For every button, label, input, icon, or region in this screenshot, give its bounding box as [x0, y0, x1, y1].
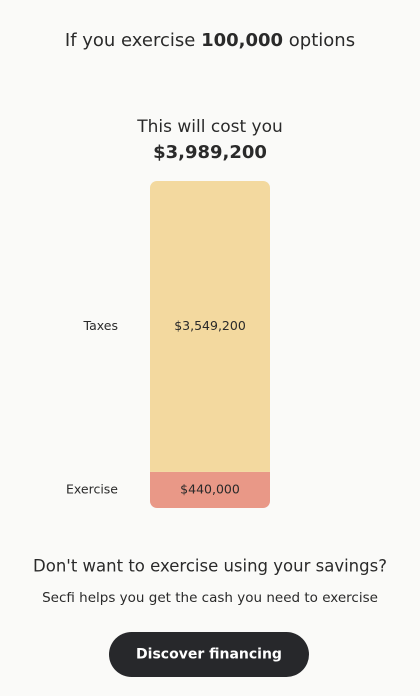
discover-button[interactable]: Discover financing: [109, 632, 309, 677]
button-background[interactable]: [109, 632, 309, 677]
stacked-bar: [150, 181, 270, 508]
header-options: 100,000: [201, 30, 283, 51]
bar-segment: [150, 181, 270, 472]
segment-name-label: Taxes: [83, 318, 118, 333]
segment-value-label: $3,549,200: [174, 318, 246, 333]
bar-segment: [150, 471, 270, 508]
cta-question: Don't want to exercise using your saving…: [33, 557, 387, 576]
segment-value-label: $440,000: [180, 481, 240, 496]
cost-total: $3,989,200: [153, 142, 267, 163]
button-label[interactable]: Discover financing: [136, 647, 282, 663]
cost-label: This will cost you: [136, 117, 283, 137]
header-prefix: If you exercise: [65, 30, 195, 51]
header: If you exercise 100,000 options: [65, 30, 355, 51]
cta-note: Secfi helps you get the cash you need to…: [42, 590, 378, 606]
header-suffix: options: [289, 30, 355, 51]
segment-name-label: Exercise: [66, 481, 118, 496]
